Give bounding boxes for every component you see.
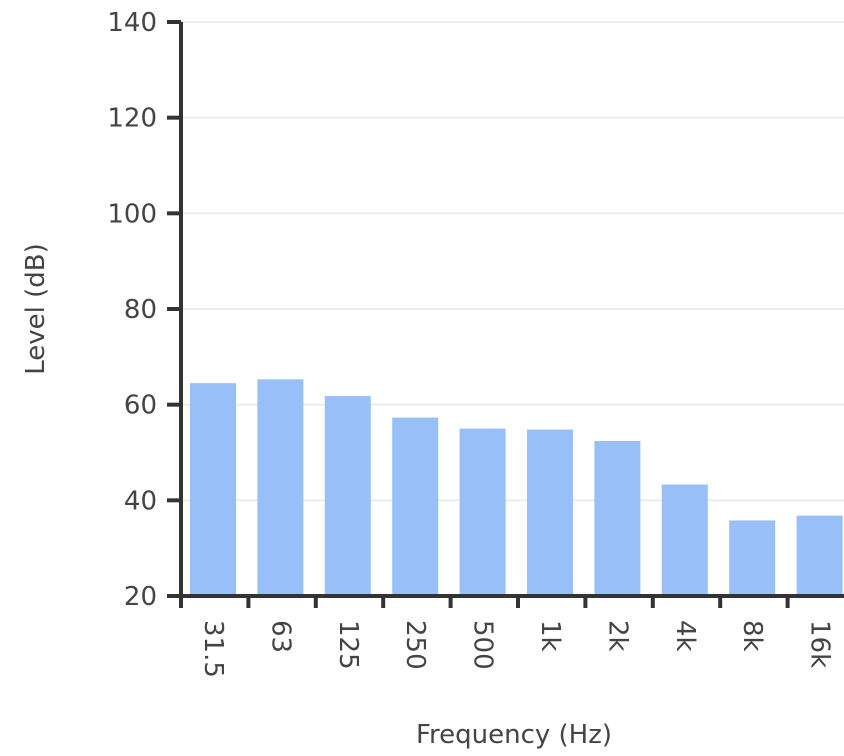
bar-4k [661,484,708,596]
x-tick-label-63: 63 [265,620,295,653]
bar-31.5 [190,383,236,596]
bar-2k [594,441,641,596]
y-tick-label: 80 [124,295,157,325]
x-tick-label-16k: 16k [805,620,835,668]
x-axis-title: Frequency (Hz) [416,720,612,750]
y-axis-ticks: 20 40 60 80 100 120 140 [107,8,181,612]
y-tick-label: 120 [107,104,157,134]
x-tick-label-500: 500 [468,620,498,670]
y-tick-label: 40 [124,486,157,516]
x-tick-label-2k: 2k [602,620,632,652]
bar-250 [392,417,439,596]
bar-8k [729,520,776,596]
bar-16k [796,515,843,596]
bars [190,379,843,596]
bar-63 [257,379,304,596]
y-tick-label: 100 [107,199,157,229]
bar-125 [324,396,371,596]
x-tick-label-125: 125 [333,620,363,670]
x-tick-label-31.5: 31.5 [198,620,228,678]
y-axis-title: Level (dB) [21,243,51,375]
x-tick-label-1k: 1k [535,620,565,652]
x-tick-label-8k: 8k [737,620,767,652]
x-axis-ticks: 31.5 63 125 250 500 1k 2k 4k 8k 16k [179,596,835,678]
bar-500 [459,428,506,596]
bar-1k [527,429,573,596]
y-tick-label: 20 [124,582,157,612]
x-tick-label-4k: 4k [670,620,700,652]
y-tick-label: 140 [107,8,157,38]
x-tick-label-250: 250 [400,620,430,670]
y-tick-label: 60 [124,391,157,421]
